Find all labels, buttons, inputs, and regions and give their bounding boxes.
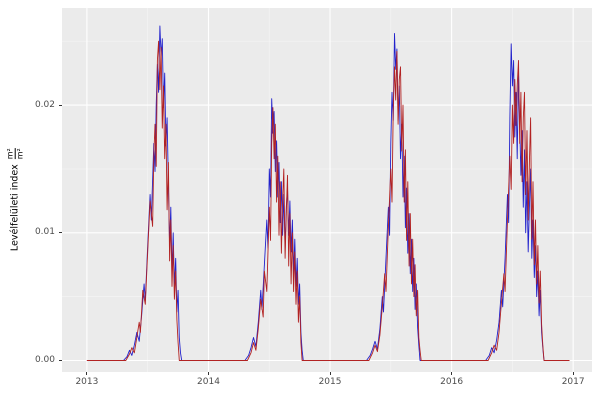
y-axis-tick-label: 0.02 <box>34 99 55 110</box>
x-axis-tick <box>86 372 88 375</box>
x-axis-tick-label: 2017 <box>561 377 585 387</box>
plot-svg <box>62 8 592 372</box>
x-axis-tick-label: 2016 <box>440 377 464 387</box>
x-axis-tick <box>329 372 331 375</box>
y-axis-tick <box>59 232 62 234</box>
plot-panel <box>62 8 592 372</box>
series-dark-red-line <box>86 40 570 361</box>
y-axis-tick-label: 0.01 <box>34 227 55 238</box>
x-axis-tick <box>451 372 453 375</box>
x-axis-tick-label: 2013 <box>75 377 99 387</box>
fraction-denominator: m² <box>14 148 25 160</box>
x-axis-tick-label: 2014 <box>197 377 220 387</box>
y-axis-title-text: Levélfelületi index <box>9 164 21 252</box>
x-axis-tick-label: 2015 <box>318 377 342 387</box>
y-axis-tick-label: 0.00 <box>34 355 55 365</box>
y-axis-tick <box>59 360 62 361</box>
y-axis-title: Levélfelületi index m² m² <box>0 0 30 400</box>
x-axis-tick <box>207 372 209 375</box>
x-axis-tick <box>572 372 574 375</box>
y-axis-tick <box>59 104 62 106</box>
fraction-numerator: m² <box>5 148 15 160</box>
y-axis-unit-fraction: m² m² <box>5 148 25 160</box>
